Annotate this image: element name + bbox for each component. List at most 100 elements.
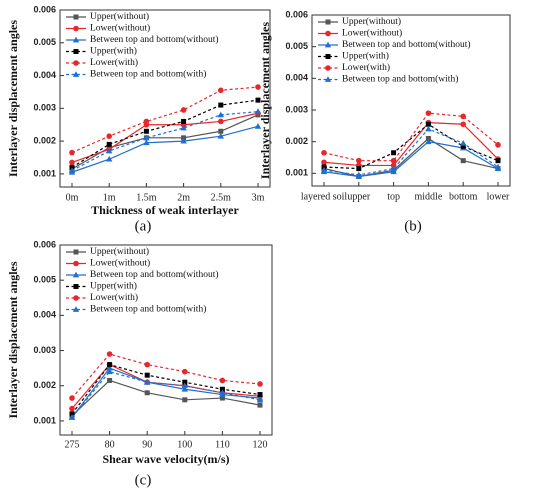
y-tick-label: 0.001 [285, 168, 308, 178]
x-tick-label: 2.5m [211, 192, 232, 203]
y-tick-label: 0.003 [285, 104, 308, 114]
marker [106, 364, 113, 371]
marker [68, 167, 76, 174]
marker [495, 142, 501, 148]
marker [321, 159, 327, 166]
marker [73, 249, 79, 255]
marker [106, 147, 113, 154]
marker [324, 41, 332, 48]
marker [356, 166, 362, 172]
plot-frame [311, 14, 511, 187]
y-tick-label: 0.005 [33, 37, 56, 47]
x-tick-label: middle [415, 191, 443, 202]
marker [69, 411, 75, 417]
marker [325, 30, 331, 37]
x-tick-label: 3m [252, 192, 265, 203]
marker [390, 157, 397, 164]
y-tick-label: 0.001 [33, 415, 56, 425]
x-tick-label: 1.5m [136, 192, 157, 203]
marker [182, 397, 188, 403]
x-tick-label: 110 [215, 439, 230, 450]
legend-label: Between top and bottom(without) [90, 269, 219, 280]
marker [143, 118, 150, 125]
marker [181, 385, 188, 392]
marker [325, 19, 331, 25]
panel-label: (a) [135, 218, 152, 234]
marker [217, 111, 224, 118]
x-tick-label: layered soil [301, 191, 348, 202]
series-line [323, 122, 499, 167]
marker [321, 149, 327, 156]
marker [73, 25, 79, 32]
marker [144, 390, 150, 396]
x-tick-label: bottom [449, 191, 478, 202]
marker [69, 395, 75, 401]
legend-label: Upper(without) [90, 11, 149, 22]
legend-label: Upper(without) [342, 16, 401, 27]
y-tick-label: 0.005 [285, 41, 308, 51]
marker [219, 386, 225, 392]
panel-label: (b) [404, 218, 422, 234]
y-tick-label: 0.006 [33, 4, 56, 14]
marker [143, 139, 150, 146]
plot-frame [59, 244, 273, 436]
marker [106, 155, 113, 162]
marker [255, 97, 261, 103]
y-tick-label: 0.006 [285, 9, 308, 19]
marker [355, 171, 362, 178]
series-line [71, 363, 261, 410]
marker [257, 381, 263, 387]
y-tick-label: 0.003 [33, 345, 56, 355]
legend-label: Upper(with) [90, 281, 137, 292]
x-axis-title: Thickness of weak interlayer [91, 203, 239, 217]
marker [320, 166, 328, 173]
marker [494, 163, 502, 170]
marker [219, 377, 226, 384]
series-line [323, 128, 499, 176]
marker [68, 414, 76, 420]
marker [144, 372, 150, 378]
series-line [71, 112, 259, 163]
marker [254, 108, 262, 115]
x-tick-label: 100 [177, 439, 192, 450]
marker [180, 137, 187, 144]
marker [143, 128, 149, 134]
y-tick-label: 0.005 [33, 275, 56, 285]
x-tick-label: lower [487, 191, 510, 202]
y-tick-label: 0.002 [285, 136, 308, 146]
marker [425, 125, 432, 132]
series-line [71, 363, 261, 415]
marker [460, 121, 467, 128]
marker [218, 87, 224, 94]
marker [460, 143, 466, 149]
marker [218, 128, 224, 134]
x-tick-label: 120 [253, 439, 268, 450]
marker [73, 260, 79, 267]
y-axis-title: Interlayer displacement angles [258, 22, 272, 179]
marker [182, 379, 188, 385]
marker [107, 362, 113, 368]
marker [69, 405, 75, 412]
x-tick-label: 2m [177, 192, 190, 203]
legend-label: Lower(with) [90, 57, 138, 68]
x-tick-label: 80 [105, 439, 115, 450]
marker [143, 134, 150, 141]
marker [181, 118, 187, 124]
x-tick-label: top [387, 191, 400, 202]
y-tick-label: 0.004 [33, 70, 56, 80]
series-line [71, 379, 261, 417]
x-tick-label: 0m [66, 192, 79, 203]
series-line [323, 141, 499, 178]
chart: 0.001 0.002 0.003 0.004 0.005 0.006 0m 1m 1.5m 2m… [6, 4, 271, 234]
marker [325, 54, 331, 59]
series-line [323, 123, 499, 170]
legend-label: Between top and bottom(without) [342, 39, 471, 50]
marker [219, 389, 226, 396]
y-tick-label: 0.002 [33, 380, 56, 390]
marker [144, 361, 150, 368]
marker [106, 141, 112, 147]
x-tick-label: 1m [103, 192, 116, 203]
marker [218, 118, 224, 125]
marker [217, 132, 224, 139]
marker [106, 133, 112, 139]
